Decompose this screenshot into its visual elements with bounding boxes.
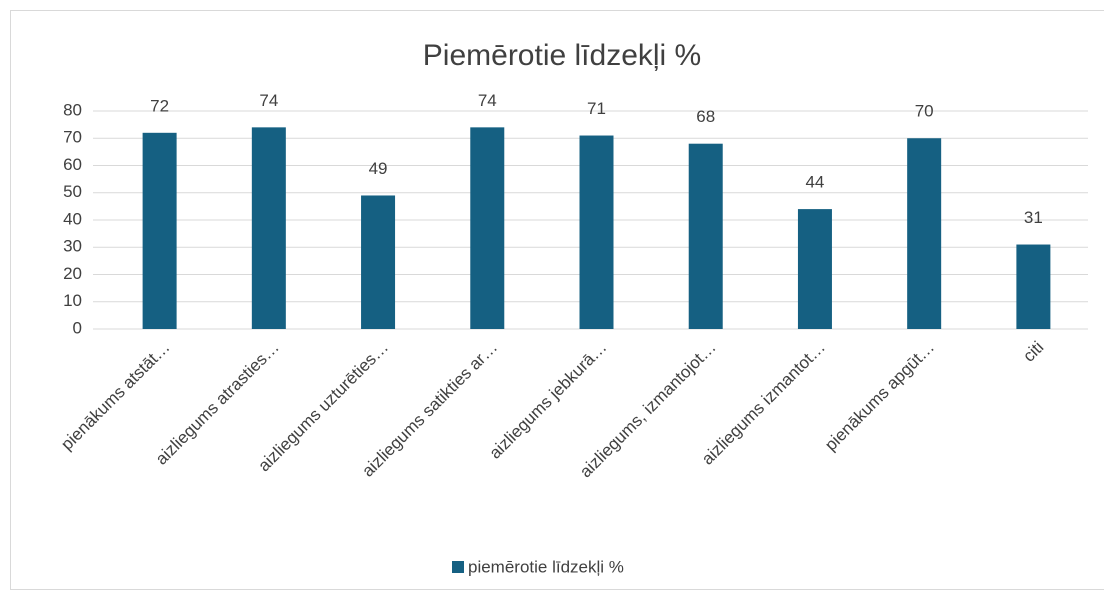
y-tick-label: 60 xyxy=(63,155,82,174)
data-label: 68 xyxy=(696,107,715,126)
data-label: 71 xyxy=(587,99,606,118)
y-tick-label: 40 xyxy=(63,209,82,228)
bar xyxy=(470,127,505,329)
legend-label: piemērotie līdzekļi % xyxy=(468,557,624,576)
data-label: 70 xyxy=(915,102,934,121)
bar xyxy=(579,135,614,329)
bar xyxy=(142,132,177,329)
y-tick-label: 50 xyxy=(63,182,82,201)
bar xyxy=(1016,244,1051,329)
data-label: 74 xyxy=(259,91,278,110)
bar xyxy=(251,127,286,329)
legend-swatch xyxy=(452,561,464,573)
y-tick-label: 20 xyxy=(63,264,82,283)
data-label: 72 xyxy=(150,96,169,115)
bar xyxy=(361,195,396,329)
data-label: 31 xyxy=(1024,208,1043,227)
data-label: 44 xyxy=(805,173,824,192)
y-tick-label: 30 xyxy=(63,237,82,256)
bar xyxy=(907,138,942,329)
bar xyxy=(688,143,723,329)
data-label: 74 xyxy=(478,91,497,110)
data-label: 49 xyxy=(369,159,388,178)
y-tick-label: 80 xyxy=(63,100,82,119)
y-tick-label: 10 xyxy=(63,291,82,310)
y-tick-label: 70 xyxy=(63,128,82,147)
bar xyxy=(797,209,832,329)
y-tick-label: 0 xyxy=(73,318,82,337)
chart-title: Piemērotie līdzekļi % xyxy=(423,39,701,72)
